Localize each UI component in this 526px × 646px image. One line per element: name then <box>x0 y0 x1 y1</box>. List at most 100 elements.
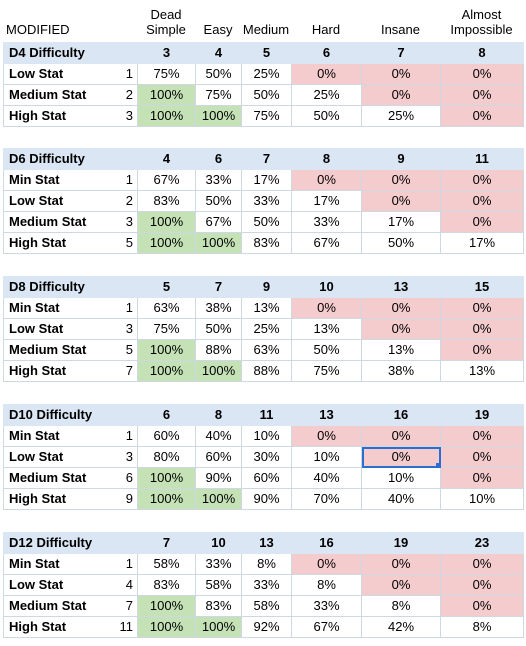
target-number-insane[interactable]: 16 <box>361 404 442 426</box>
probability-cell[interactable]: 0% <box>361 84 441 106</box>
probability-cell[interactable]: 0% <box>361 169 441 191</box>
probability-cell[interactable]: 13% <box>291 318 362 340</box>
probability-cell[interactable]: 0% <box>361 297 441 319</box>
target-number-medium[interactable]: 7 <box>241 148 292 170</box>
probability-cell[interactable]: 40% <box>361 488 442 510</box>
probability-cell[interactable]: 25% <box>241 318 292 340</box>
probability-cell[interactable]: 10% <box>440 488 525 510</box>
target-number-insane[interactable]: 13 <box>361 276 441 298</box>
probability-cell[interactable]: 75% <box>195 84 242 106</box>
target-number-dead-simple[interactable]: 6 <box>137 404 197 426</box>
stat-label[interactable]: Low Stat <box>3 318 106 340</box>
probability-cell[interactable]: 25% <box>291 84 362 106</box>
probability-cell[interactable]: 0% <box>440 63 524 85</box>
probability-cell[interactable]: 0% <box>361 553 442 575</box>
probability-cell[interactable]: 100% <box>137 105 196 127</box>
probability-cell[interactable]: 67% <box>195 211 242 233</box>
probability-cell[interactable]: 13% <box>361 339 441 361</box>
probability-cell[interactable]: 33% <box>241 574 293 596</box>
stat-value[interactable]: 1 <box>105 425 139 447</box>
probability-cell[interactable]: 10% <box>291 446 363 468</box>
probability-cell[interactable]: 90% <box>241 488 293 510</box>
target-number-medium[interactable]: 13 <box>241 532 293 554</box>
section-title[interactable]: D6 Difficulty <box>3 148 138 170</box>
stat-value[interactable]: 1 <box>105 297 138 319</box>
target-number-almost-impossible[interactable]: 19 <box>440 404 525 426</box>
target-number-easy[interactable]: 10 <box>195 532 243 554</box>
probability-cell[interactable]: 0% <box>361 190 441 212</box>
target-number-easy[interactable]: 8 <box>195 404 243 426</box>
probability-cell[interactable]: 63% <box>137 297 196 319</box>
target-number-easy[interactable]: 6 <box>195 148 242 170</box>
probability-cell[interactable]: 58% <box>241 595 293 617</box>
probability-cell[interactable]: 75% <box>137 63 196 85</box>
probability-cell[interactable]: 60% <box>241 467 293 489</box>
target-number-almost-impossible[interactable]: 11 <box>440 148 524 170</box>
stat-value[interactable]: 5 <box>105 339 138 361</box>
probability-cell[interactable]: 0% <box>440 553 525 575</box>
stat-value[interactable]: 4 <box>105 574 139 596</box>
probability-cell[interactable]: 33% <box>291 211 362 233</box>
probability-cell[interactable]: 0% <box>440 467 525 489</box>
stat-value[interactable]: 3 <box>105 446 139 468</box>
target-number-hard[interactable]: 8 <box>291 148 362 170</box>
probability-cell[interactable]: 0% <box>291 425 363 447</box>
target-number-hard[interactable]: 13 <box>291 404 363 426</box>
target-number-dead-simple[interactable]: 5 <box>137 276 196 298</box>
stat-value[interactable]: 7 <box>105 595 139 617</box>
fill-handle[interactable] <box>436 463 440 467</box>
probability-cell[interactable]: 8% <box>291 574 363 596</box>
stat-label[interactable]: Low Stat <box>3 446 106 468</box>
stat-label[interactable]: Medium Stat <box>3 339 106 361</box>
stat-value[interactable]: 5 <box>105 232 138 254</box>
probability-cell[interactable]: 88% <box>195 339 242 361</box>
probability-cell[interactable]: 60% <box>137 425 197 447</box>
target-number-insane[interactable]: 19 <box>361 532 442 554</box>
probability-cell[interactable]: 80% <box>137 446 197 468</box>
probability-cell[interactable]: 100% <box>137 339 196 361</box>
probability-cell[interactable]: 100% <box>137 232 196 254</box>
stat-label[interactable]: Min Stat <box>3 169 106 191</box>
probability-cell[interactable]: 40% <box>291 467 363 489</box>
probability-cell[interactable]: 100% <box>137 488 197 510</box>
probability-cell[interactable]: 50% <box>195 318 242 340</box>
probability-cell[interactable]: 58% <box>195 574 243 596</box>
probability-cell[interactable]: 67% <box>137 169 196 191</box>
target-number-almost-impossible[interactable]: 15 <box>440 276 524 298</box>
probability-cell[interactable]: 8% <box>361 595 442 617</box>
stat-label[interactable]: Medium Stat <box>3 467 106 489</box>
stat-value[interactable]: 1 <box>105 63 138 85</box>
probability-cell[interactable]: 58% <box>137 553 197 575</box>
probability-cell[interactable]: 100% <box>137 595 197 617</box>
probability-cell[interactable]: 0% <box>440 339 524 361</box>
probability-cell[interactable]: 17% <box>291 190 362 212</box>
section-title[interactable]: D4 Difficulty <box>3 42 138 64</box>
probability-cell[interactable]: 100% <box>137 360 196 382</box>
target-number-hard[interactable]: 16 <box>291 532 363 554</box>
stat-value[interactable]: 7 <box>105 360 138 382</box>
stat-value[interactable]: 6 <box>105 467 139 489</box>
probability-cell[interactable]: 0% <box>440 169 524 191</box>
probability-cell[interactable]: 75% <box>291 360 362 382</box>
probability-cell[interactable]: 60% <box>195 446 243 468</box>
probability-cell[interactable]: 83% <box>195 595 243 617</box>
stat-label[interactable]: Min Stat <box>3 297 106 319</box>
probability-cell[interactable]: 33% <box>195 553 243 575</box>
section-title[interactable]: D12 Difficulty <box>2 532 139 554</box>
probability-cell[interactable]: 83% <box>241 232 292 254</box>
probability-cell[interactable]: 0% <box>291 169 362 191</box>
probability-cell[interactable]: 0% <box>440 446 525 468</box>
stat-label[interactable]: High Stat <box>3 616 106 638</box>
probability-cell[interactable]: 17% <box>241 169 292 191</box>
target-number-hard[interactable]: 10 <box>291 276 362 298</box>
probability-cell[interactable]: 0% <box>361 63 441 85</box>
probability-cell[interactable]: 70% <box>291 488 363 510</box>
probability-cell[interactable]: 0% <box>291 553 363 575</box>
stat-label[interactable]: High Stat <box>3 105 106 127</box>
probability-cell[interactable]: 92% <box>241 616 293 638</box>
selected-probability-cell[interactable]: 0% <box>361 446 442 468</box>
probability-cell[interactable]: 100% <box>195 488 243 510</box>
probability-cell[interactable]: 0% <box>440 595 525 617</box>
probability-cell[interactable]: 33% <box>195 169 242 191</box>
target-number-easy[interactable]: 7 <box>195 276 242 298</box>
